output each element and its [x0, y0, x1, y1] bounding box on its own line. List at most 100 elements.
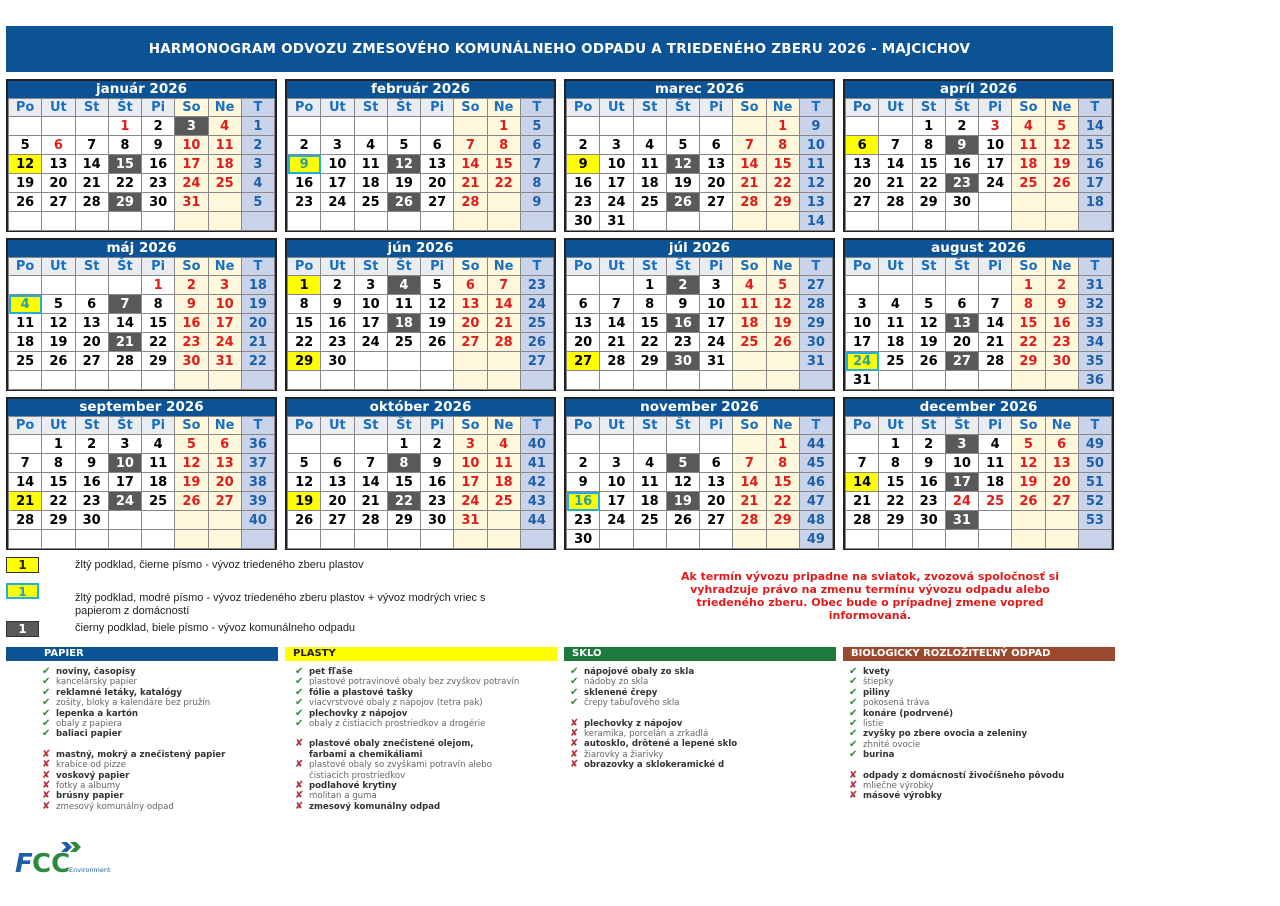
- day-cell: 8: [632, 294, 667, 314]
- day-cell: 5: [1011, 434, 1046, 454]
- check-icon: ✔: [849, 697, 858, 709]
- check-icon: ✔: [849, 666, 858, 677]
- accepted-item: ✔ štiepky: [849, 676, 1115, 688]
- week-number: 32: [1077, 294, 1113, 314]
- week-number: 44: [519, 510, 555, 530]
- item-label: keramika, porcelán a zrkadlá: [584, 729, 709, 740]
- item-label: krabice od pizze: [56, 760, 126, 771]
- week-number: 52: [1077, 491, 1113, 511]
- day-cell: 10: [320, 154, 355, 174]
- item-label: štiepky: [863, 677, 894, 688]
- empty-cell: [665, 434, 701, 454]
- day-cell: 2: [140, 116, 176, 136]
- day-cell: 22: [765, 491, 800, 511]
- day-cell: 14: [977, 313, 1013, 333]
- empty-cell: [844, 211, 880, 231]
- empty-cell: [632, 529, 667, 549]
- check-icon: ✔: [42, 718, 51, 730]
- check-icon: ✔: [42, 666, 51, 677]
- item-label: kvety: [863, 667, 890, 677]
- day-cell: 25: [386, 332, 422, 352]
- empty-cell: [878, 211, 913, 231]
- week-number: 21: [240, 332, 276, 352]
- week-number: 49: [798, 529, 834, 549]
- item-label: burina: [863, 750, 895, 761]
- day-cell: 18: [632, 491, 667, 511]
- week-number: [240, 211, 276, 231]
- day-cell: 23: [320, 332, 355, 352]
- empty-cell: [599, 434, 634, 454]
- week-number: 15: [1077, 135, 1113, 155]
- empty-cell: [320, 370, 355, 390]
- day-cell: 10: [207, 294, 242, 314]
- day-cell: 1: [765, 434, 800, 454]
- day-cell: 13: [1044, 453, 1079, 473]
- empty-cell: [7, 529, 43, 549]
- day-cell: 1: [1011, 275, 1046, 295]
- week-number: 40: [519, 434, 555, 454]
- weekday-header: So: [453, 98, 488, 117]
- day-cell: 12: [1011, 453, 1046, 473]
- day-cell: 6: [1044, 434, 1079, 454]
- day-cell: 4: [878, 294, 913, 314]
- day-cell: 31: [844, 370, 880, 390]
- day-cell: 15: [765, 472, 800, 492]
- legend-plastics-paper: 1 žltý podklad, modré písmo - vývoz trie…: [6, 583, 515, 618]
- rejected-item: ✘ fotky a albumy: [42, 780, 278, 791]
- item-label: podlahové krytiny: [309, 781, 397, 792]
- item-label: fólie a plastové tašky: [309, 687, 413, 698]
- day-cell: 29: [765, 510, 800, 530]
- day-cell: 24: [107, 491, 143, 511]
- day-cell: 14: [353, 472, 388, 492]
- empty-cell: [74, 370, 109, 390]
- empty-cell: [353, 434, 388, 454]
- day-cell: 5: [911, 294, 946, 314]
- week-number: 5: [240, 192, 276, 212]
- week-number: 11: [798, 154, 834, 174]
- weekday-header: Št: [665, 257, 701, 276]
- item-label: zmesový komunálny odpad: [56, 801, 174, 812]
- day-cell: 12: [419, 294, 455, 314]
- day-cell: 13: [41, 154, 76, 174]
- day-cell: 28: [732, 510, 767, 530]
- day-cell: 28: [486, 332, 521, 352]
- day-cell: 11: [878, 313, 913, 333]
- weekday-header: St: [911, 257, 946, 276]
- item-label: mastný, mokrý a znečistený papier: [56, 749, 226, 760]
- day-cell: 4: [140, 434, 176, 454]
- week-number: 29: [798, 313, 834, 333]
- weekday-header: Ut: [320, 98, 355, 117]
- day-cell: 28: [74, 192, 109, 212]
- day-cell: 27: [1044, 491, 1079, 511]
- month-title: február 2026: [287, 81, 554, 98]
- weekday-header: Pi: [140, 257, 176, 276]
- day-cell: 26: [174, 491, 209, 511]
- cross-icon: ✘: [295, 790, 304, 802]
- item-label: noviny, časopisy: [56, 667, 136, 677]
- day-cell: 13: [698, 154, 734, 174]
- empty-cell: [140, 529, 176, 549]
- day-cell: 3: [844, 294, 880, 314]
- day-cell: 28: [878, 192, 913, 212]
- empty-cell: [107, 510, 143, 530]
- accepted-item: ✔ piliny: [849, 687, 1115, 698]
- empty-cell: [565, 370, 601, 390]
- weekday-header: Št: [944, 98, 980, 117]
- day-cell: 22: [140, 332, 176, 352]
- rejected-item: ✘ podlahové krytiny: [295, 780, 557, 792]
- day-cell: 27: [453, 332, 488, 352]
- accepted-item: ✔ nápojové obaly zo skla: [570, 666, 836, 677]
- week-number: 7: [519, 154, 555, 174]
- empty-cell: [286, 116, 322, 136]
- day-cell: 10: [599, 472, 634, 492]
- day-cell: 21: [107, 332, 143, 352]
- rejected-item: ✘ plechovky z nápojov: [570, 718, 836, 729]
- item-label: odpady z domácností živočíšneho pôvodu: [863, 770, 1065, 781]
- weekday-header: Št: [944, 416, 980, 435]
- day-cell: 3: [353, 275, 388, 295]
- day-cell: 27: [944, 351, 980, 371]
- empty-cell: [844, 434, 880, 454]
- day-cell: 30: [911, 510, 946, 530]
- item-label: molitan a guma: [309, 791, 377, 802]
- day-cell: 17: [207, 313, 242, 333]
